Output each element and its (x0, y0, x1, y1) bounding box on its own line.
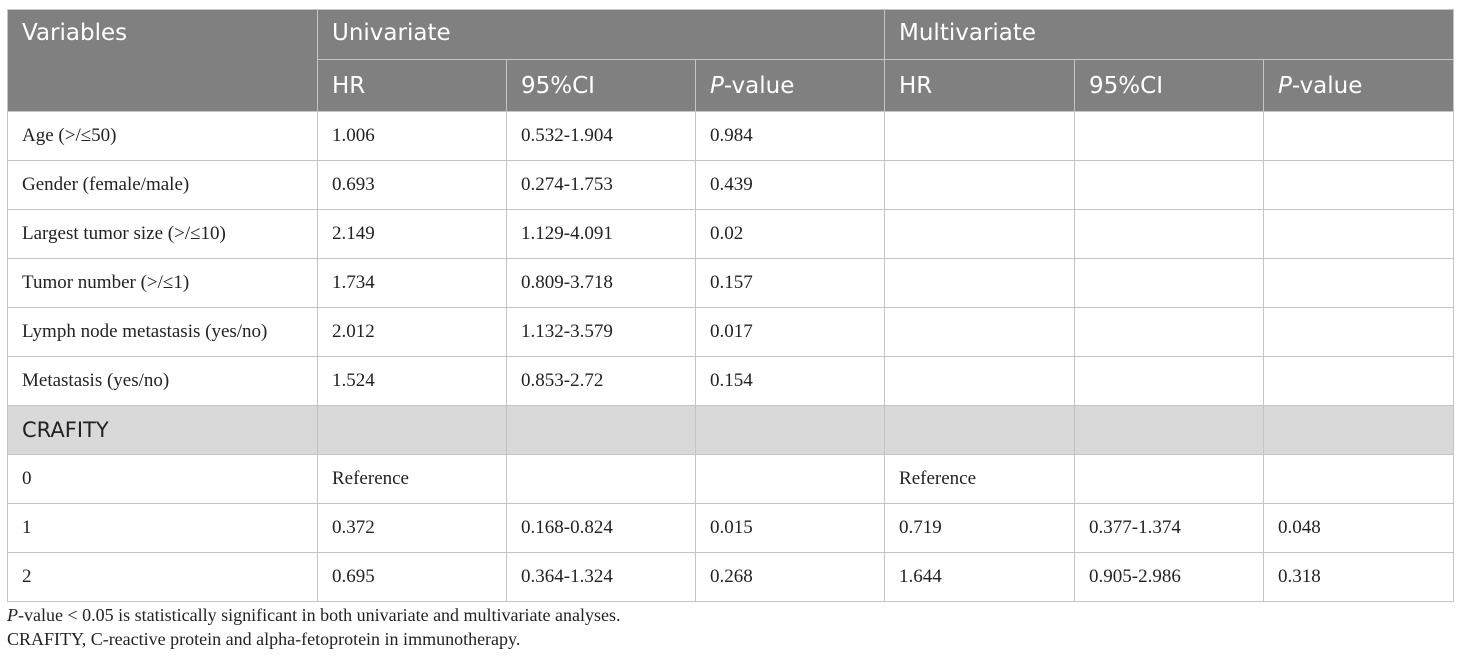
univariate-hr: Reference (317, 454, 507, 504)
table-row: Age (>/≤50) 1.006 0.532-1.904 0.984 (7, 111, 1455, 161)
header-univariate-ci: 95%CI (506, 59, 696, 112)
row-label: Gender (female/male) (7, 160, 318, 210)
multivariate-ci (1074, 307, 1265, 357)
multivariate-p (1263, 356, 1455, 406)
header-multivariate-hr: HR (884, 59, 1076, 112)
row-label: 1 (7, 503, 318, 553)
multivariate-hr (884, 160, 1076, 210)
row-label: 0 (7, 454, 318, 504)
table-row: Gender (female/male) 0.693 0.274-1.753 0… (7, 160, 1455, 210)
header-univariate-p: P-value (694, 59, 886, 112)
multivariate-hr (884, 111, 1076, 161)
row-label: Age (>/≤50) (7, 111, 318, 161)
multivariate-ci (1074, 160, 1265, 210)
univariate-p (694, 454, 886, 504)
header-univariate-hr: HR (317, 59, 507, 112)
univariate-hr: 2.012 (317, 307, 507, 357)
univariate-ci: 0.853-2.72 (506, 356, 696, 406)
table-footnotes: P-value < 0.05 is statistically signific… (7, 603, 621, 651)
row-label: Lymph node metastasis (yes/no) (7, 307, 318, 357)
table-row: Metastasis (yes/no) 1.524 0.853-2.72 0.1… (7, 356, 1455, 406)
p-italic-letter: P (1278, 72, 1292, 99)
univariate-hr: 2.149 (317, 209, 507, 259)
univariate-ci: 0.809-3.718 (506, 258, 696, 308)
multivariate-ci: 0.377-1.374 (1074, 503, 1265, 553)
univariate-ci: 0.274-1.753 (506, 160, 696, 210)
univariate-ci: 0.364-1.324 (506, 552, 696, 602)
univariate-ci: 1.132-3.579 (506, 307, 696, 357)
table-row: Tumor number (>/≤1) 1.734 0.809-3.718 0.… (7, 258, 1455, 308)
p-suffix: -value (1291, 72, 1363, 99)
univariate-hr: 0.693 (317, 160, 507, 210)
multivariate-p (1263, 454, 1455, 504)
univariate-hr: 1.524 (317, 356, 507, 406)
univariate-p: 0.984 (694, 111, 886, 161)
header-univariate: Univariate (316, 9, 886, 60)
table-row: Largest tumor size (>/≤10) 2.149 1.129-4… (7, 209, 1455, 259)
univariate-p: 0.015 (694, 503, 886, 553)
multivariate-ci (1074, 111, 1265, 161)
multivariate-hr: 0.719 (884, 503, 1076, 553)
univariate-hr: 0.372 (317, 503, 507, 553)
multivariate-p (1263, 160, 1455, 210)
header-multivariate: Multivariate (884, 9, 1455, 60)
multivariate-ci (1074, 454, 1265, 504)
table-row: 2 0.695 0.364-1.324 0.268 1.644 0.905-2.… (7, 552, 1455, 602)
multivariate-p: 0.048 (1263, 503, 1455, 553)
univariate-hr: 1.734 (317, 258, 507, 308)
footnote-abbreviation: CRAFITY, C-reactive protein and alpha-fe… (7, 629, 521, 649)
p-italic-letter: P (710, 72, 724, 99)
univariate-ci: 1.129-4.091 (506, 209, 696, 259)
header-variables: Variables (7, 9, 318, 112)
header-row-subcolumns: HR 95%CI P-value HR 95%CI P-value (8, 59, 1455, 112)
multivariate-ci: 0.905-2.986 (1074, 552, 1265, 602)
univariate-p: 0.439 (694, 160, 886, 210)
univariate-p: 0.02 (694, 209, 886, 259)
header-row-groups: Variables Univariate Multivariate (7, 9, 1455, 112)
results-table: Variables Univariate Multivariate HR 95%… (7, 9, 1455, 602)
multivariate-p (1263, 111, 1455, 161)
multivariate-hr (884, 209, 1076, 259)
multivariate-p (1263, 209, 1455, 259)
row-label: Largest tumor size (>/≤10) (7, 209, 318, 259)
univariate-hr: 1.006 (317, 111, 507, 161)
multivariate-hr (884, 258, 1076, 308)
univariate-ci (506, 454, 696, 504)
univariate-hr: 0.695 (317, 552, 507, 602)
footnote-significance: P-value < 0.05 is statistically signific… (7, 603, 621, 627)
header-multivariate-p: P-value (1263, 59, 1455, 112)
multivariate-ci (1074, 356, 1265, 406)
univariate-p: 0.017 (694, 307, 886, 357)
row-label: Tumor number (>/≤1) (7, 258, 318, 308)
multivariate-hr: 1.644 (884, 552, 1076, 602)
row-label: 2 (7, 552, 318, 602)
table-row: Lymph node metastasis (yes/no) 2.012 1.1… (7, 307, 1455, 357)
multivariate-hr (884, 307, 1076, 357)
multivariate-p: 0.318 (1263, 552, 1455, 602)
multivariate-ci (1074, 209, 1265, 259)
p-suffix: -value (723, 72, 795, 99)
footnote-p-italic: P (7, 605, 18, 625)
univariate-ci: 0.168-0.824 (506, 503, 696, 553)
footnote-significance-text: -value < 0.05 is statistically significa… (18, 605, 621, 625)
multivariate-ci (1074, 258, 1265, 308)
section-row-crafity: CRAFITY (7, 405, 1455, 455)
multivariate-p (1263, 258, 1455, 308)
row-label: Metastasis (yes/no) (7, 356, 318, 406)
univariate-p: 0.268 (694, 552, 886, 602)
table-row: 0 Reference Reference (7, 454, 1455, 504)
univariate-p: 0.157 (694, 258, 886, 308)
univariate-p: 0.154 (694, 356, 886, 406)
multivariate-p (1263, 307, 1455, 357)
univariate-ci: 0.532-1.904 (506, 111, 696, 161)
header-multivariate-ci: 95%CI (1074, 59, 1265, 112)
section-label: CRAFITY (7, 405, 318, 455)
multivariate-hr: Reference (884, 454, 1076, 504)
multivariate-hr (884, 356, 1076, 406)
table-row: 1 0.372 0.168-0.824 0.015 0.719 0.377-1.… (7, 503, 1455, 553)
